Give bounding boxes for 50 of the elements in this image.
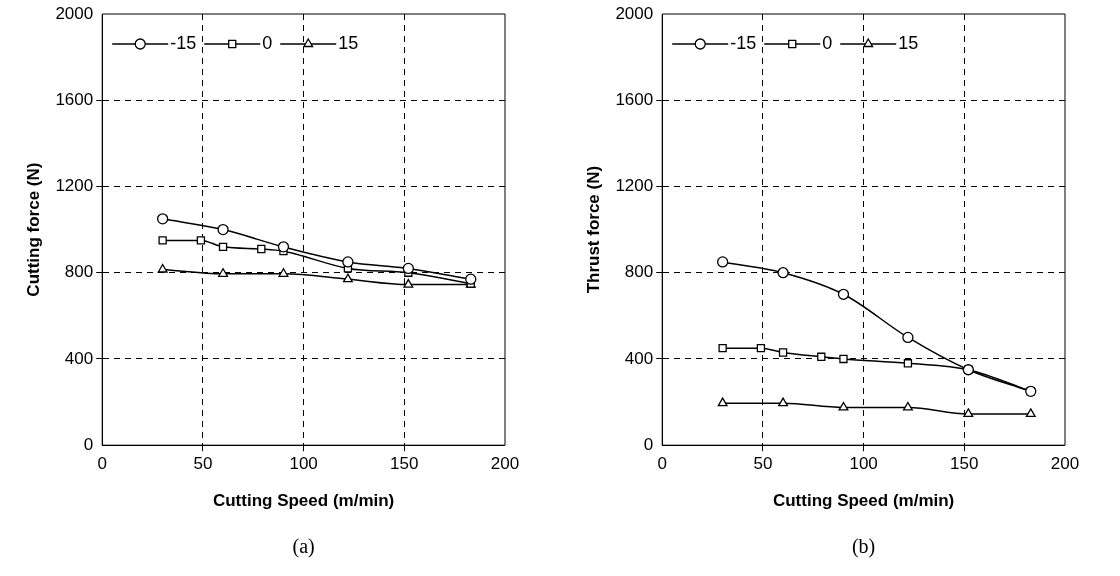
point [778,348,788,357]
y-tick-label: 1600 [55,89,94,109]
point [839,354,848,364]
point [838,401,849,411]
point [777,267,789,279]
x-tick-label: 50 [193,454,213,474]
text: (b) [851,535,876,558]
y-tick-label: 800 [624,262,654,282]
point [902,401,913,411]
legend-label: 0 [262,32,273,53]
y-tick-label: 1200 [615,176,654,196]
x-tick-label: 150 [390,454,419,474]
point [717,397,728,407]
x-tick-label: 200 [490,454,520,474]
x-tick-label: 150 [950,454,979,474]
y-tick-label: 0 [643,434,654,454]
legend-label: -15 [170,32,197,53]
legend-label: 0 [822,32,833,53]
y-tick-label: 800 [64,262,94,282]
text: (a) [292,535,315,558]
y-axis-title: Thrust force (N) [583,165,603,294]
point [778,397,789,407]
point [963,408,974,418]
y-tick-label: 1200 [55,176,94,196]
y-tick-label: 1600 [615,89,654,109]
y-tick-label: 2000 [55,3,94,23]
point [902,331,914,344]
y-tick-label: 400 [64,348,94,368]
point [837,288,850,300]
x-axis-title: Cutting Speed (m/min) [212,491,395,511]
x-tick-label: 100 [289,454,318,474]
legend-label: -15 [730,32,757,53]
x-tick-label: 100 [849,454,878,474]
point [1025,408,1036,418]
x-axis-title: Cutting Speed (m/min) [772,491,955,511]
point [903,359,913,368]
x-tick-label: 0 [97,454,107,474]
legend-label: 15 [898,32,919,53]
point [718,343,727,353]
x-tick-label: 200 [1050,454,1080,474]
x-tick-label: 0 [657,454,667,474]
y-tick-label: 400 [624,348,654,368]
point [756,343,766,353]
y-tick-label: 0 [83,434,94,454]
y-tick-label: 2000 [615,3,654,23]
legend-label: 15 [338,32,359,53]
point [716,256,729,268]
point [817,352,826,361]
y-axis-title: Cutting force (N) [23,162,43,297]
x-tick-label: 50 [753,454,773,474]
